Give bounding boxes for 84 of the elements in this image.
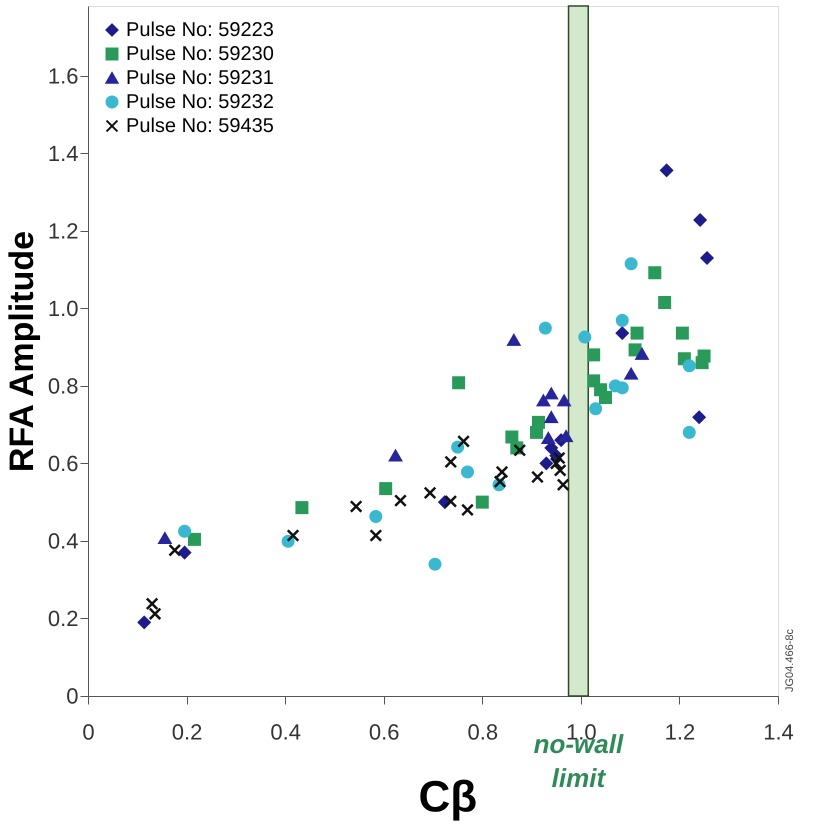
point [530, 470, 544, 484]
point [138, 616, 151, 629]
x-tick-label: 1.2 [664, 720, 696, 744]
x-tick-label: 0 [82, 720, 95, 744]
point [624, 257, 638, 270]
point [286, 529, 300, 542]
y-tick-label: 0.8 [48, 373, 78, 398]
point [544, 411, 558, 424]
point [635, 348, 648, 360]
legend-label: Pulse No: 59231 [126, 67, 274, 89]
y-tick-label: 0.2 [48, 606, 78, 631]
y-tick-label: 1.0 [48, 296, 78, 321]
point [168, 544, 182, 557]
point [648, 266, 662, 280]
point [692, 410, 706, 424]
point [616, 326, 629, 340]
point [682, 359, 696, 372]
point [424, 486, 437, 500]
point [444, 455, 458, 468]
point [560, 430, 573, 442]
x-tick-label: 0.2 [172, 720, 202, 744]
x-tick-label: 0.6 [368, 720, 400, 744]
point [476, 496, 489, 509]
x-tick-label: 0.4 [270, 720, 301, 744]
point [542, 432, 555, 444]
point [350, 500, 363, 513]
legend-label: Pulse No: 59223 [126, 19, 274, 41]
point [513, 444, 526, 457]
point [461, 465, 474, 478]
text: JG04.466-8c [784, 628, 796, 692]
point [379, 482, 392, 496]
point [178, 524, 192, 538]
x-tick-label: 0.8 [467, 720, 498, 744]
point [536, 394, 550, 406]
point [676, 326, 689, 340]
y-tick-label: 1.4 [48, 140, 78, 166]
legend-label: Pulse No: 59232 [126, 91, 274, 113]
point [578, 330, 592, 344]
y-tick-label: 0 [66, 684, 78, 708]
point [630, 326, 644, 340]
point [295, 501, 308, 514]
point [544, 388, 558, 400]
point [389, 450, 402, 462]
point [457, 434, 470, 448]
y-tick-label: 0.4 [48, 528, 78, 554]
point [507, 334, 520, 346]
point [394, 494, 407, 508]
y-tick-label: 0.6 [48, 450, 78, 476]
x-tick-label: 1.4 [763, 720, 794, 744]
point [696, 356, 709, 370]
point [660, 164, 674, 177]
point [452, 376, 466, 390]
point [628, 343, 642, 356]
point [158, 532, 172, 544]
y-tick-label: 1.2 [48, 218, 78, 244]
point [369, 529, 382, 542]
point [608, 379, 622, 392]
y-axis-title: RFA Amplitude [2, 230, 41, 472]
point [587, 348, 600, 362]
point [538, 322, 552, 335]
point [505, 430, 518, 444]
point [369, 510, 382, 524]
y-tick-label: 1.6 [48, 63, 78, 88]
point [599, 391, 612, 404]
point [550, 456, 563, 470]
point [428, 558, 442, 571]
point [558, 394, 571, 406]
point [589, 402, 602, 416]
point [694, 213, 707, 226]
point [624, 368, 638, 380]
point [178, 546, 192, 560]
point [682, 426, 696, 439]
point [188, 532, 201, 546]
legend-label: Pulse No: 59435 [126, 115, 274, 137]
point [530, 426, 543, 439]
point [540, 456, 553, 470]
point [616, 314, 629, 327]
point [444, 494, 458, 508]
point [556, 478, 570, 492]
x-axis-title: Cβ [418, 772, 478, 822]
legend-label: Pulse No: 59230 [126, 43, 274, 65]
point [461, 503, 474, 516]
point [700, 251, 714, 264]
point [658, 296, 672, 310]
